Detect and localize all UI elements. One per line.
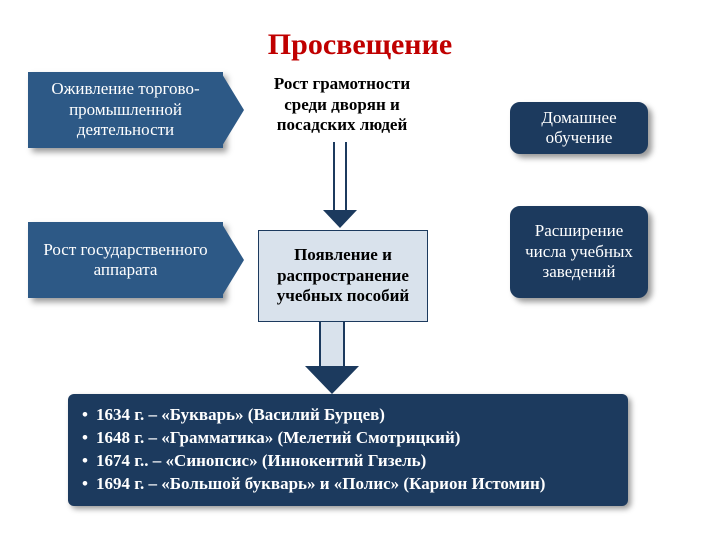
list-item: 1694 г. – «Большой букварь» и «Полис» (К… (82, 473, 614, 496)
box-state-apparatus: Рост государственного аппарата (28, 222, 223, 298)
list-item: 1634 г. – «Букварь» (Василий Бурцев) (82, 404, 614, 427)
box-schools-label: Расширение числа учебных заведений (521, 221, 637, 282)
arrow-textbooks-to-list (305, 322, 359, 394)
list-item: 1674 г.. – «Синопсис» (Иннокентий Гизель… (82, 450, 614, 473)
box-textbooks: Появление и распространение учебных посо… (258, 230, 428, 322)
box-literacy: Рост грамотности среди дворян и посадски… (252, 70, 432, 140)
box-schools: Расширение числа учебных заведений (510, 206, 648, 298)
box-state-label: Рост государственного аппарата (39, 240, 212, 281)
arrow-literacy-to-textbooks (323, 142, 357, 228)
publications-list: 1634 г. – «Букварь» (Василий Бурцев) 164… (68, 394, 628, 506)
box-trade-label: Оживление торгово-промышленной деятельно… (39, 79, 212, 140)
publications-ul: 1634 г. – «Букварь» (Василий Бурцев) 164… (82, 404, 614, 496)
box-home-schooling: Домашнее обучение (510, 102, 648, 154)
box-literacy-label: Рост грамотности среди дворян и посадски… (263, 74, 421, 135)
box-home-label: Домашнее обучение (521, 108, 637, 149)
page-title: Просвещение (0, 28, 720, 62)
list-item: 1648 г. – «Грамматика» (Мелетий Смотрицк… (82, 427, 614, 450)
box-textbooks-label: Появление и распространение учебных посо… (269, 245, 417, 306)
box-trade: Оживление торгово-промышленной деятельно… (28, 72, 223, 148)
